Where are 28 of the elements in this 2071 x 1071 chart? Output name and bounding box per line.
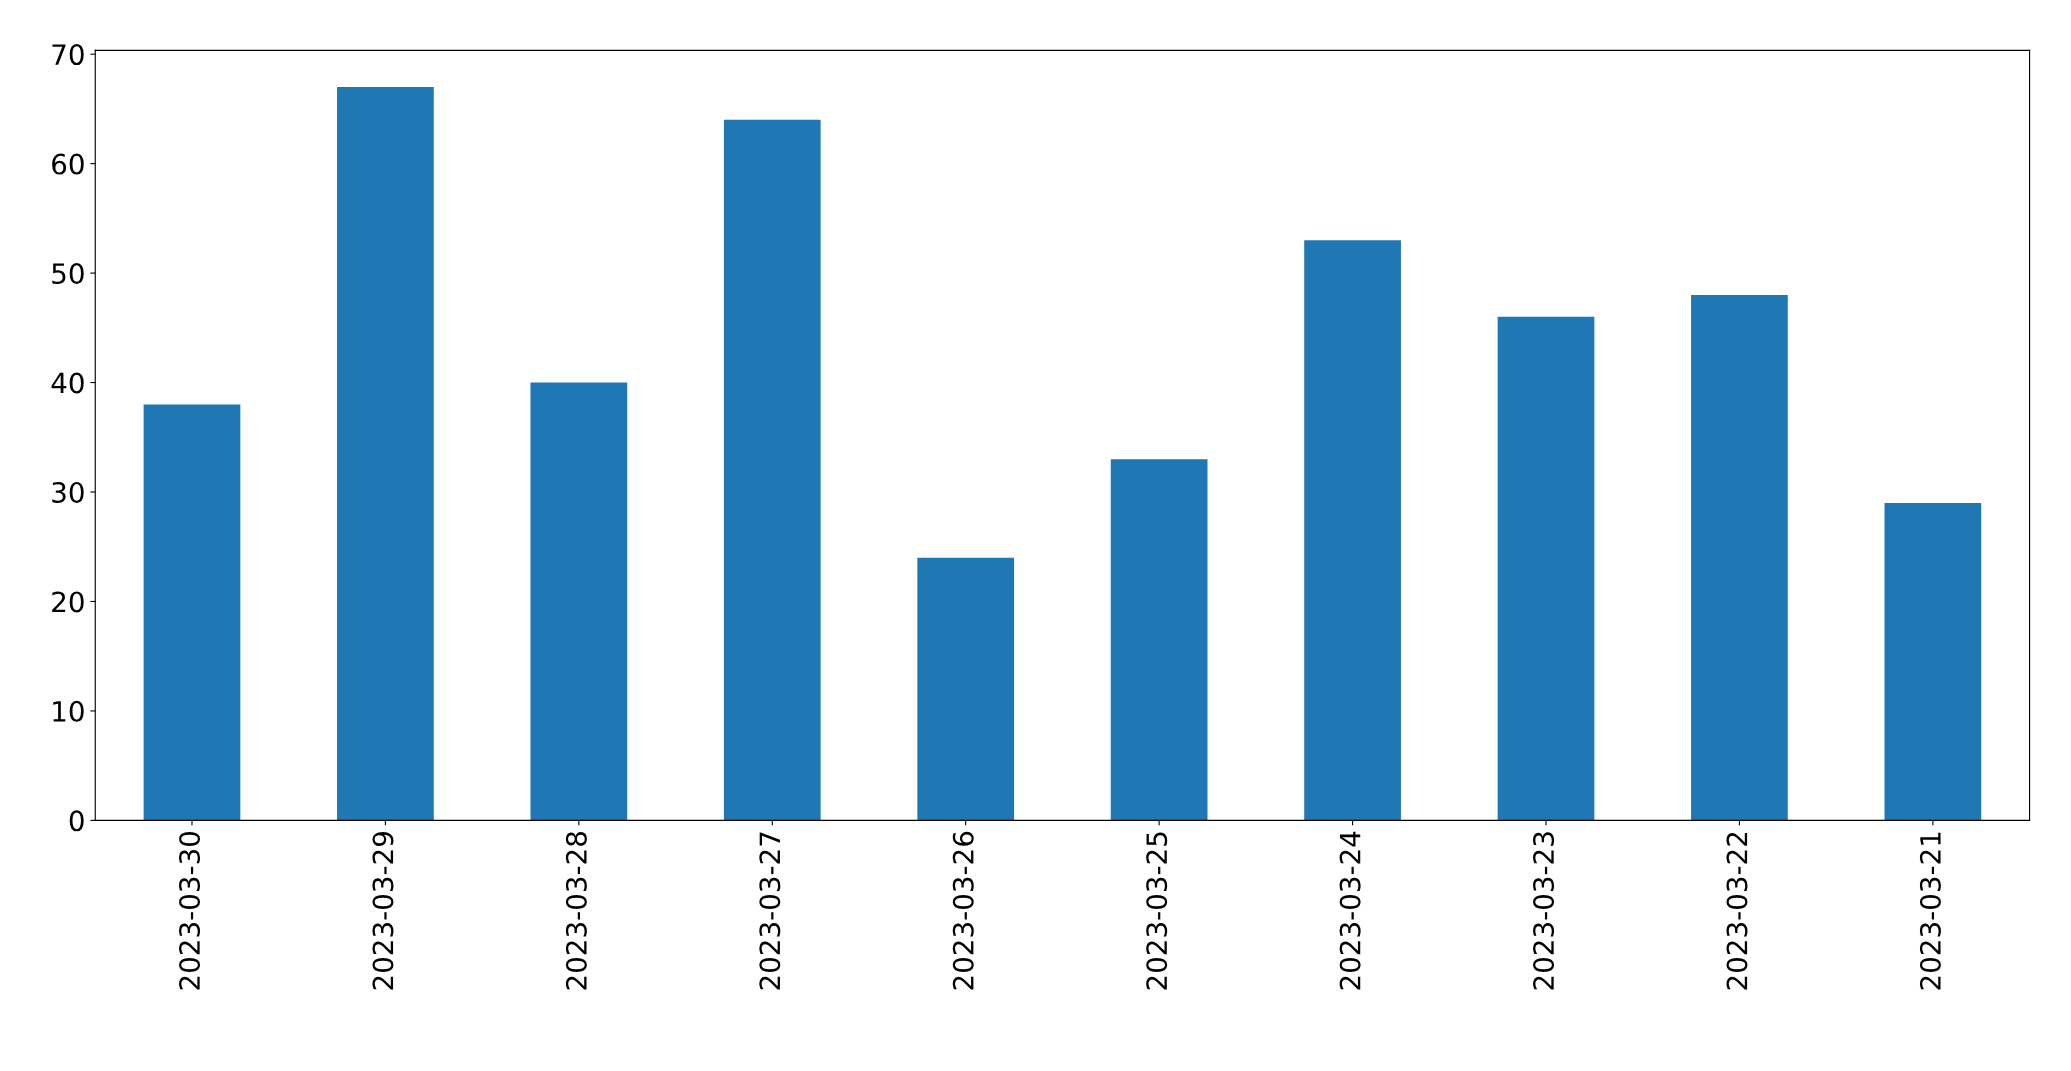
y-tick-label: 40 [51, 372, 84, 394]
x-tick-label: 2023-03-29 [372, 832, 394, 990]
y-tick-label: 70 [52, 44, 84, 66]
bar [1110, 459, 1208, 821]
x-tick-label: 2023-03-22 [1726, 832, 1748, 990]
y-tick-label: 10 [53, 700, 84, 722]
bar [723, 119, 821, 821]
y-tick-label: 50 [52, 263, 84, 285]
x-tick-label: 2023-03-26 [952, 831, 974, 990]
x-tick-label: 2023-03-27 [759, 832, 781, 990]
bar [1691, 294, 1788, 821]
x-tick-label: 2023-03-21 [1919, 832, 1941, 990]
x-tick-label: 2023-03-30 [179, 831, 201, 990]
y-tick-label: 20 [52, 591, 84, 613]
bar [1884, 502, 1982, 821]
x-tick-label: 2023-03-28 [565, 832, 587, 990]
y-tick-label: 30 [52, 481, 84, 503]
bar [530, 382, 628, 821]
bar [337, 87, 434, 821]
bar [1304, 240, 1401, 821]
bar [1497, 316, 1595, 821]
bar [917, 557, 1015, 821]
x-tick-label: 2023-03-25 [1146, 832, 1168, 990]
x-tick-label: 2023-03-23 [1533, 832, 1555, 990]
y-tick-label: 0 [69, 810, 84, 832]
bar [143, 404, 241, 821]
x-tick-label: 2023-03-24 [1339, 831, 1361, 990]
y-tick-label: 60 [52, 153, 84, 175]
